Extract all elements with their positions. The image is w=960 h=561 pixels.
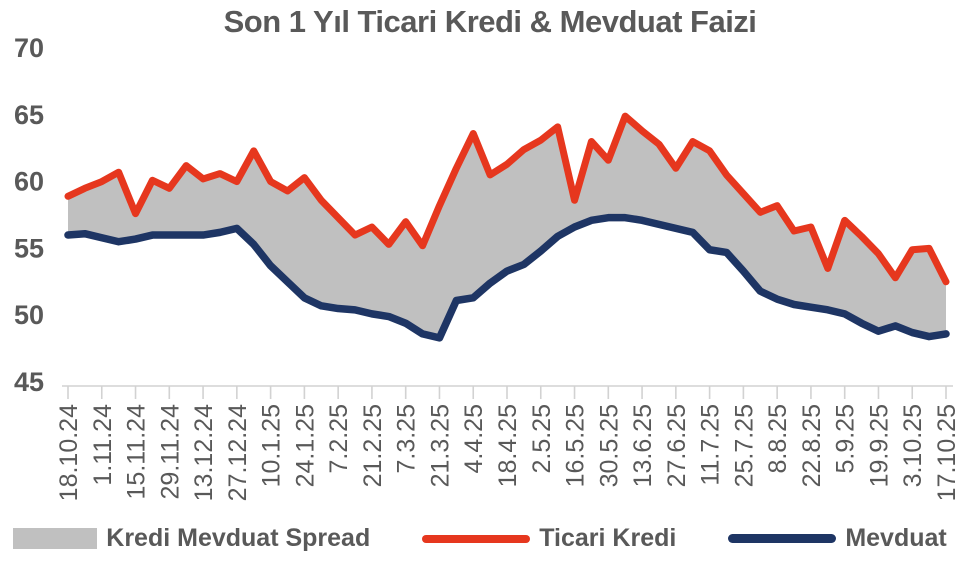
legend-item-spread: Kredi Mevduat Spread bbox=[13, 524, 370, 553]
mevduat-line-swatch bbox=[728, 534, 837, 543]
x-tick-label: 3.10.25 bbox=[899, 404, 927, 487]
x-tick-label: 22.8.25 bbox=[798, 404, 826, 487]
x-tick-label: 13.12.24 bbox=[190, 404, 218, 501]
x-tick-label: 4.4.25 bbox=[460, 404, 488, 474]
y-tick-label: 70 bbox=[14, 33, 44, 63]
x-tick-label: 27.12.24 bbox=[224, 404, 252, 501]
x-tick-label: 21.3.25 bbox=[426, 404, 454, 487]
spread-area-swatch bbox=[13, 528, 98, 549]
y-tick-label: 50 bbox=[14, 300, 44, 330]
y-tick-label: 55 bbox=[14, 233, 44, 263]
legend: Kredi Mevduat Spread Ticari Kredi Mevdua… bbox=[0, 524, 960, 553]
x-tick-label: 18.4.25 bbox=[494, 404, 522, 487]
x-tick-label: 24.1.25 bbox=[291, 404, 319, 487]
chart-title: Son 1 Yıl Ticari Kredi & Mevduat Faizi bbox=[223, 4, 757, 39]
x-tick-label: 19.9.25 bbox=[865, 404, 893, 487]
x-tick-label: 11.7.25 bbox=[697, 404, 725, 486]
ticari-kredi-line bbox=[64, 112, 950, 286]
x-tick-label: 17.10.25 bbox=[933, 404, 960, 501]
y-tick-label: 60 bbox=[14, 167, 44, 197]
x-tick-label: 1.11.24 bbox=[89, 404, 117, 486]
y-tick-label: 65 bbox=[14, 100, 44, 130]
legend-label-ticari-kredi: Ticari Kredi bbox=[539, 524, 677, 552]
x-tick-label: 5.9.25 bbox=[832, 404, 860, 474]
ticari-kredi-line-swatch bbox=[422, 534, 531, 543]
legend-label-spread: Kredi Mevduat Spread bbox=[106, 524, 371, 552]
x-tick-label: 15.11.24 bbox=[123, 404, 151, 500]
x-tick-label: 25.7.25 bbox=[730, 404, 758, 487]
legend-label-mevduat: Mevduat bbox=[845, 524, 947, 552]
x-tick-label: 30.5.25 bbox=[595, 404, 623, 487]
x-tick-label: 27.6.25 bbox=[663, 404, 691, 487]
x-tick-label: 7.2.25 bbox=[325, 404, 353, 474]
y-tick-label: 45 bbox=[14, 367, 44, 397]
x-tick-label: 10.1.25 bbox=[258, 404, 286, 487]
x-tick-label: 7.3.25 bbox=[393, 404, 421, 474]
legend-item-ticari-kredi: Ticari Kredi bbox=[422, 524, 676, 553]
legend-item-mevduat: Mevduat bbox=[728, 524, 947, 553]
x-tick-label: 13.6.25 bbox=[629, 404, 657, 487]
x-tick-label: 8.8.25 bbox=[764, 404, 792, 474]
spread-band-area bbox=[68, 116, 946, 338]
x-tick-label: 29.11.24 bbox=[156, 404, 184, 500]
mevduat-line bbox=[64, 213, 950, 342]
x-tick-label: 2.5.25 bbox=[528, 404, 556, 474]
x-tick-label: 18.10.24 bbox=[55, 404, 83, 501]
x-tick-label: 16.5.25 bbox=[562, 404, 590, 487]
x-tick-label: 21.2.25 bbox=[359, 404, 387, 487]
